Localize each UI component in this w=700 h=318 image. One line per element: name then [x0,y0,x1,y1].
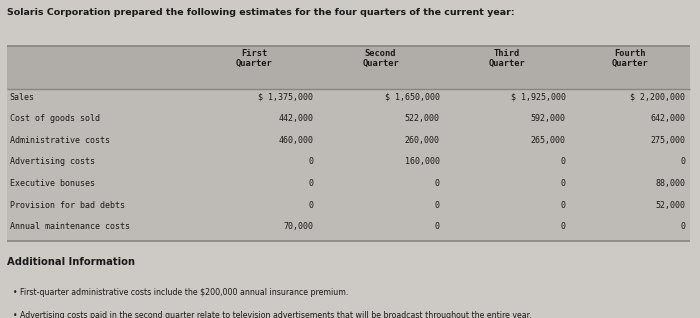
Text: Executive bonuses: Executive bonuses [10,179,94,188]
Text: 0: 0 [680,222,685,231]
Text: • Advertising costs paid in the second quarter relate to television advertisemen: • Advertising costs paid in the second q… [13,311,531,318]
Text: $ 1,925,000: $ 1,925,000 [511,93,566,101]
Text: 0: 0 [435,201,440,210]
Text: 0: 0 [561,201,566,210]
Text: 0: 0 [435,222,440,231]
Text: 88,000: 88,000 [655,179,685,188]
Text: 70,000: 70,000 [284,222,314,231]
Bar [7,46,690,241]
Text: Second
Quarter: Second Quarter [363,49,399,68]
Text: Additional Information: Additional Information [7,257,135,266]
Text: 52,000: 52,000 [655,201,685,210]
Text: Third
Quarter: Third Quarter [489,49,525,68]
Text: Cost of goods sold: Cost of goods sold [10,114,100,123]
Text: Annual maintenance costs: Annual maintenance costs [10,222,130,231]
Text: $ 2,200,000: $ 2,200,000 [630,93,685,101]
Text: 442,000: 442,000 [279,114,314,123]
Text: 0: 0 [308,179,314,188]
Text: $ 1,375,000: $ 1,375,000 [258,93,314,101]
Text: 260,000: 260,000 [405,136,440,145]
Text: 0: 0 [561,222,566,231]
Text: 275,000: 275,000 [650,136,685,145]
Text: 160,000: 160,000 [405,157,440,166]
Text: 0: 0 [561,157,566,166]
Bar [7,46,690,89]
Text: $ 1,650,000: $ 1,650,000 [384,93,440,101]
Text: 0: 0 [561,179,566,188]
Text: 522,000: 522,000 [405,114,440,123]
Text: 0: 0 [308,157,314,166]
Text: 0: 0 [308,201,314,210]
Text: 642,000: 642,000 [650,114,685,123]
Text: 592,000: 592,000 [531,114,566,123]
Text: 0: 0 [680,157,685,166]
Text: First
Quarter: First Quarter [236,49,273,68]
Text: 0: 0 [435,179,440,188]
Text: Provision for bad debts: Provision for bad debts [10,201,125,210]
Text: 460,000: 460,000 [279,136,314,145]
Text: Sales: Sales [10,93,35,101]
Text: Administrative costs: Administrative costs [10,136,110,145]
Text: Solaris Corporation prepared the following estimates for the four quarters of th: Solaris Corporation prepared the followi… [7,8,514,17]
Text: 265,000: 265,000 [531,136,566,145]
Text: Advertising costs: Advertising costs [10,157,94,166]
Text: Fourth
Quarter: Fourth Quarter [611,49,648,68]
Text: • First-quarter administrative costs include the $200,000 annual insurance premi: • First-quarter administrative costs inc… [13,288,348,297]
